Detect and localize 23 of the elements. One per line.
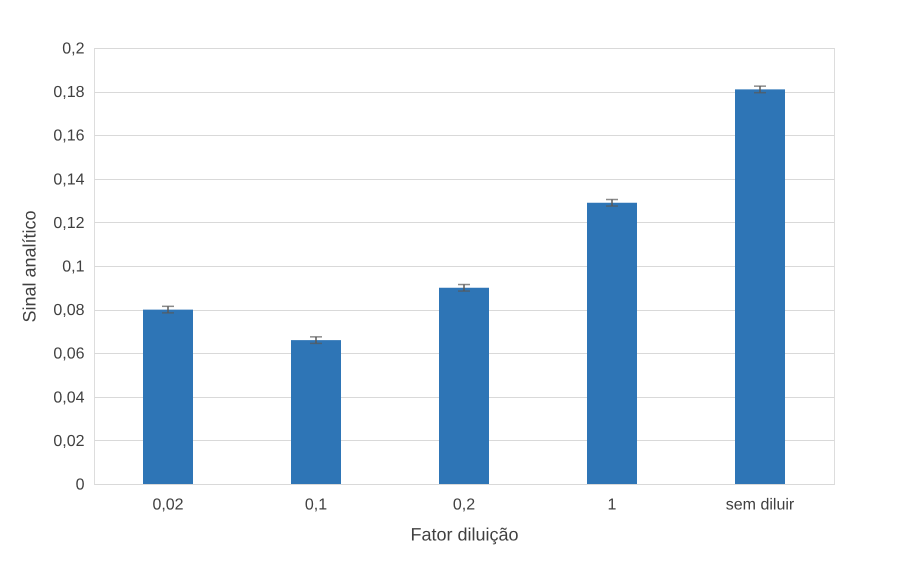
x-axis-title: Fator diluição bbox=[410, 524, 519, 544]
x-tick-label: 0,02 bbox=[152, 496, 184, 514]
bar bbox=[587, 202, 637, 484]
bar bbox=[439, 288, 489, 484]
x-tick-label: 1 bbox=[608, 496, 617, 514]
y-axis-title: Sinal analítico bbox=[19, 210, 40, 323]
y-tick-label: 0,1 bbox=[62, 258, 85, 276]
y-tick-label: 0,06 bbox=[53, 346, 85, 363]
x-tick-label: 0,1 bbox=[304, 496, 328, 514]
bar bbox=[143, 310, 193, 484]
y-tick-label: 0,12 bbox=[53, 214, 85, 232]
x-tick-label: sem diluir bbox=[726, 496, 795, 514]
y-tick-label: 0,14 bbox=[53, 171, 85, 188]
y-tick-label: 0,08 bbox=[53, 302, 85, 320]
bar bbox=[735, 89, 785, 484]
bar bbox=[291, 340, 341, 484]
y-tick-label: 0,04 bbox=[53, 389, 85, 406]
y-tick-label: 0,16 bbox=[53, 128, 85, 145]
x-tick-label: 0,2 bbox=[452, 496, 476, 514]
y-tick-label: 0 bbox=[76, 476, 85, 494]
y-tick-label: 0,18 bbox=[53, 84, 85, 102]
y-tick-label: 0,2 bbox=[62, 40, 85, 58]
y-tick-label: 0,02 bbox=[53, 432, 85, 450]
